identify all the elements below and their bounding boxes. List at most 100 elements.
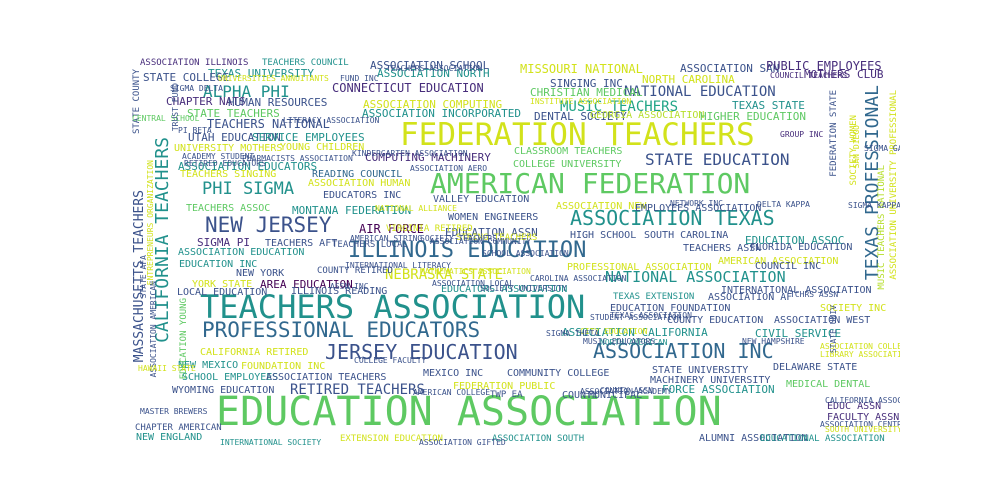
cloud-word-mothers-club: MOTHERS CLUB [804, 68, 884, 81]
cloud-word-teachers-aft: TEACHERS AFT [265, 238, 338, 249]
cloud-word-association-south: ASSOCIATION SOUTH [492, 434, 585, 444]
cloud-word-wyoming-education: WYOMING EDUCATION [172, 385, 275, 396]
cloud-word-association-teachers: ASSOCIATION TEACHERS [266, 372, 387, 383]
cloud-word-north-american: NORTH AMERICAN [600, 338, 668, 347]
cloud-word-air-force: AIR FORCE [359, 222, 425, 236]
cloud-word-pharmacists-association: PHARMACISTS ASSOCIATION [242, 154, 353, 163]
cloud-word-school-association: SCHOOL ASSOCIATION [482, 249, 569, 258]
cloud-word-computing-machinery: COMPUTING MACHINERY [365, 151, 491, 164]
cloud-word-society-teachers: SOCIETY TEACHERS [420, 234, 498, 243]
cloud-word-teachers-association: TEACHERS ASSOCIATION [200, 288, 586, 326]
cloud-word-professional-educators: PROFESSIONAL EDUCATORS [202, 318, 481, 342]
cloud-word-educational-association: EDUCATIONAL ASSOCIATION [760, 434, 885, 444]
cloud-word-teachers-assn: TEACHERS ASSN [683, 243, 762, 254]
cloud-word-new-york: NEW YORK [236, 268, 285, 279]
cloud-word-teachers-assoc: TEACHERS ASSOC [186, 203, 271, 214]
cloud-word-municipal: MUNICIPAL [588, 390, 643, 401]
cloud-word-central-school: CENTRAL SCHOOL [132, 114, 200, 123]
cloud-word-association-college: ASSOCIATION COLLEGE [820, 342, 900, 351]
cloud-word-universities-annuitants: UNIVERSITIES ANNUITANTS [218, 74, 329, 83]
cloud-word-academy-student: ACADEMY STUDENT [182, 152, 255, 161]
cloud-word-college-university: COLLEGE UNIVERSITY [513, 159, 622, 170]
cloud-word-service-employees: SERVICE EMPLOYEES [252, 131, 365, 144]
cloud-word-new-hampshire: NEW HAMPSHIRE [742, 337, 805, 346]
cloud-word-education-assoc: EDUCATION ASSOC [745, 234, 845, 247]
cloud-word-federation-teachers: FEDERATION TEACHERS [400, 117, 755, 153]
cloud-word-association-california: ASSOCIATION CALIFORNIA [562, 326, 708, 339]
cloud-word-international-association: INTERNATIONAL ASSOCIATION [721, 285, 872, 296]
cloud-word-professional-association: PROFESSIONAL ASSOCIATION [567, 262, 712, 273]
cloud-word-association-texas: ASSOCIATION TEXAS [570, 206, 775, 230]
cloud-word-educators-association: EDUCATORS ASSOCIATION [441, 284, 568, 295]
cloud-word-string-teachers: STRING TEACHERS [456, 233, 538, 243]
cloud-word-medical-dental: MEDICAL DENTAL [786, 379, 871, 390]
cloud-word-association-inc: ASSOCIATION INC [593, 339, 774, 363]
cloud-word-teachers-council: TEACHERS COUNCIL [262, 58, 349, 68]
cloud-word-institute-association: INSTITUTE ASSOCIATION [530, 97, 632, 106]
cloud-word-area-education: AREA EDUCATION [260, 278, 353, 291]
cloud-word-association-university-professional: ASSOCIATION UNIVERSITY PROFESSIONAL [889, 90, 899, 280]
cloud-word-association-incorporated: ASSOCIATION INCORPORATED [362, 107, 521, 120]
cloud-word-high-school: HIGH SCHOOL [570, 230, 637, 241]
cloud-word-association-af: ASSOCIATION AF [708, 292, 793, 303]
cloud-word-sigma-kappa: SIGMA KAPPA [848, 201, 900, 210]
cloud-word-extension-education: EXTENSION EDUCATION [340, 434, 443, 444]
cloud-word-student-association: STUDENT ASSOCIATION [590, 313, 682, 322]
cloud-word-education-association: EDUCATION ASSOCIATION [216, 389, 722, 435]
cloud-word-county-education: COUNTY EDUCATION [667, 315, 764, 326]
cloud-word-american-association: AMERICAN ASSOCIATION [718, 256, 839, 267]
cloud-word-chapter-nats: CHAPTER NATS [166, 95, 246, 108]
cloud-word-association-academy: ASSOCIATION ACADEMY [580, 387, 672, 396]
cloud-word-georgia-association: GEORGIA ASSOCIATION [590, 110, 705, 121]
cloud-word-association-san: ASSOCIATION SAN [680, 62, 780, 75]
cloud-word-association-north: ASSOCIATION NORTH [377, 67, 490, 80]
cloud-word-association-local: ASSOCIATION LOCAL [432, 279, 514, 288]
cloud-word-mexico-inc: MEXICO INC [423, 368, 484, 379]
cloud-word-association-gifted: ASSOCIATION GIFTED [419, 438, 506, 447]
cloud-word-education-assn: EDUCATION ASSN [445, 226, 538, 239]
cloud-word-north-carolina: NORTH CAROLINA [642, 73, 735, 86]
cloud-word-society-inc: SOCIETY INC [820, 303, 887, 314]
cloud-word-carolina-association: CAROLINA ASSOCIATION [530, 274, 627, 283]
cloud-word-association-aero: ASSOCIATION AERO [410, 164, 488, 173]
cloud-word-alumni-association: ALUMNI ASSOCIATION [699, 433, 808, 444]
cloud-word-state-college: STATE COLLEGE [143, 71, 230, 84]
cloud-word-american-college: AMERICAN COLLEGE [413, 388, 491, 397]
cloud-word-national-association: NATIONAL ASSOCIATION [605, 268, 786, 286]
cloud-word-association-community: ASSOCIATION COMMUNITY [430, 237, 532, 246]
cloud-word-entrepreneurs-organization: ENTREPRENEURS ORGANIZATION [146, 160, 155, 286]
cloud-word-connecticut-education: CONNECTICUT EDUCATION [332, 81, 484, 95]
cloud-word-california-retired: CALIFORNIA RETIRED [200, 347, 309, 358]
cloud-word-new-england: NEW ENGLAND [136, 432, 203, 443]
cloud-word-sigma-gamma: SIGMA GAMMA [864, 144, 900, 153]
cloud-word-singing-inc: SINGING INC [550, 77, 623, 90]
cloud-word-association-illinois: ASSOCIATION ILLINOIS [140, 58, 249, 68]
cloud-word-state-afa: STATE AFA [139, 255, 148, 299]
cloud-word-retired-teachers: RETIRED TEACHERS [290, 382, 425, 398]
cloud-word-national-alliance: NATIONAL ALLIANCE [375, 204, 457, 213]
cloud-word-education-foundation: EDUCATION FOUNDATION [610, 303, 731, 314]
cloud-word-international-literacy: INTERNATIONAL LITERACY [345, 261, 451, 270]
cloud-word-association-new: ASSOCIATION NEW [556, 201, 647, 212]
cloud-word-music-teachers-national: MUSIC TEACHERS NATIONAL [877, 165, 887, 290]
cloud-word-employees-association: EMPLOYEES ASSOCIATION [635, 203, 762, 214]
cloud-word-education-inc: EDUCATION INC [179, 259, 258, 270]
cloud-word-educ-assn: EDUC ASSN [827, 401, 882, 412]
cloud-word-council-inc: COUNCIL INC [755, 261, 822, 272]
cloud-word-twp-ea: TWP EA [490, 390, 523, 400]
cloud-word-mathematics-association: MATHEMATICS ASSOCIATION [420, 267, 531, 276]
cloud-word-valley-education: VALLEY EDUCATION [433, 194, 530, 205]
cloud-word-south-carolina: SOUTH CAROLINA [644, 230, 729, 241]
cloud-word-tchrs-assn: TCHRS ASSN [790, 290, 839, 299]
cloud-word-jersey-education: JERSEY EDUCATION [325, 340, 518, 364]
cloud-word-delaware-state: DELAWARE STATE [773, 362, 858, 373]
cloud-word-national-education: NATIONAL EDUCATION [624, 84, 776, 100]
cloud-word-teachers-local: TEACHERS LOCAL [332, 240, 408, 250]
cloud-word-library-association: LIBRARY ASSOCIATION [820, 350, 900, 359]
cloud-word-california-association: CALIFORNIA ASSOCIATION [825, 396, 900, 405]
cloud-word-association-educators: ASSOCIATION EDUCATORS [178, 160, 318, 173]
cloud-word-utah-education: UTAH EDUCATION [188, 131, 281, 144]
cloud-word-american-federation: AMERICAN FEDERATION [430, 167, 751, 200]
cloud-word-community-college: COMMUNITY COLLEGE [507, 368, 610, 379]
